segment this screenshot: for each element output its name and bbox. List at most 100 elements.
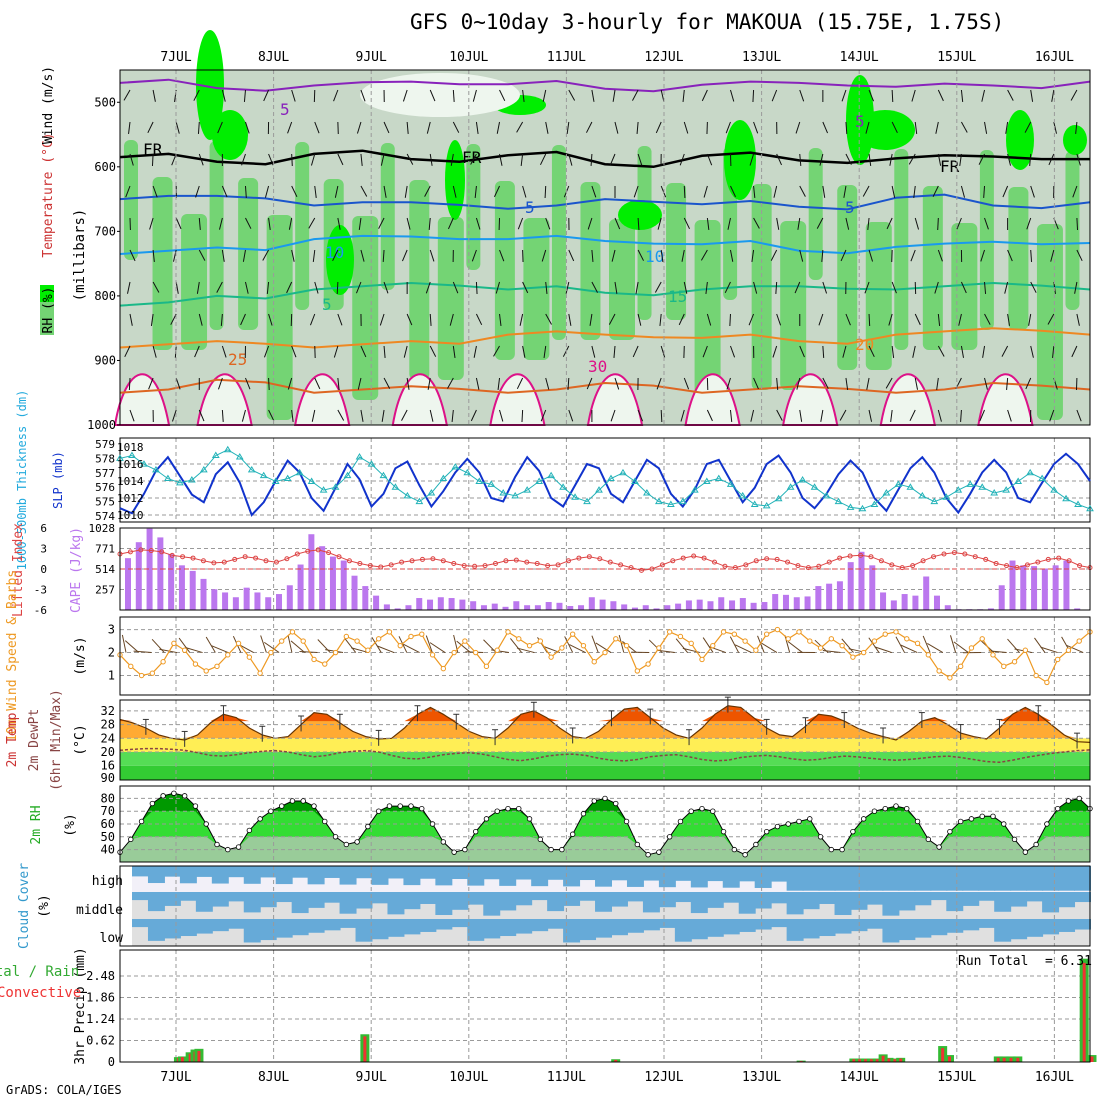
wind-barb: [221, 185, 228, 198]
wind-barb: [218, 377, 223, 390]
rh-saturated: [1006, 110, 1034, 170]
wind10-marker: [354, 638, 360, 644]
thickness-marker: [343, 471, 352, 479]
wind-barb: [499, 89, 506, 102]
lifted-tick: 3: [40, 543, 47, 556]
wind10-marker: [1054, 656, 1061, 663]
wind-barb: [656, 377, 662, 390]
wind-barb: [586, 121, 593, 133]
wind-barb: [632, 89, 639, 101]
wind10-marker: [397, 642, 403, 649]
rh-saturated: [855, 110, 915, 150]
cape-bar: [685, 600, 692, 610]
thickness-marker: [499, 488, 508, 496]
cloud-cell: [658, 919, 676, 928]
day-label-top: 7JUL: [160, 50, 191, 65]
wind-barb: [287, 121, 293, 134]
wind10-marker: [1033, 672, 1039, 679]
rh2m-tick: 80: [101, 791, 115, 805]
wind-barb: [885, 377, 893, 389]
cloud-cell: [531, 892, 549, 901]
rh2m-marker: [666, 834, 673, 840]
wind-barb: [845, 217, 850, 230]
wind-barb: [355, 281, 362, 294]
wind-barb: [427, 377, 431, 390]
lifted-index-marker: [169, 552, 175, 558]
lifted-index-marker: [315, 547, 321, 553]
rh2m-marker: [203, 821, 209, 827]
wind-barb: [401, 249, 408, 262]
rh2m-marker: [483, 816, 490, 822]
wind-barb: [1030, 249, 1033, 263]
rh2m-marker: [569, 831, 576, 837]
wind-barb: [403, 345, 408, 358]
cloud-cell: [611, 866, 628, 881]
wind-barb: [908, 153, 916, 165]
wind10-marker: [332, 649, 339, 656]
wind10-barb: [1034, 637, 1046, 653]
rh2m-marker: [343, 841, 350, 848]
thickness-marker: [858, 504, 867, 512]
cloud-cell: [754, 892, 772, 909]
wind-barb: [611, 249, 616, 262]
wind-barb: [937, 313, 941, 326]
wind-barb: [984, 217, 989, 230]
cloud-cell: [323, 866, 341, 878]
rh2m-marker: [990, 813, 996, 820]
day-label-top: 9JUL: [356, 50, 387, 65]
day-label-top: 13JUL: [742, 50, 781, 65]
wind-barb: [452, 185, 457, 198]
lifted-tick: -6: [34, 604, 47, 617]
thickness-marker: [187, 476, 196, 483]
wind-barb: [125, 185, 131, 198]
lifted-index-marker: [680, 555, 686, 561]
temp-band-16-20: [120, 752, 1090, 766]
wind10-barb: [1040, 646, 1058, 654]
cape-bar: [826, 583, 833, 610]
lifted-index-marker: [753, 558, 759, 564]
wind-barb: [332, 249, 339, 262]
cloud-cell: [978, 892, 996, 901]
wind-barb: [380, 153, 385, 166]
cloud-cell: [850, 866, 868, 891]
day-label-bottom: 13JUL: [742, 1070, 781, 1085]
wind-barb: [776, 377, 779, 390]
wind-barb: [245, 377, 251, 390]
warm-surface-dome: [489, 373, 546, 426]
wind-barb: [799, 345, 805, 358]
wind-barb: [960, 281, 967, 294]
wind-barb: [591, 281, 598, 293]
pressure-tick: 600: [94, 160, 116, 174]
wind10-barb: [900, 644, 918, 654]
rh2m-marker: [472, 828, 479, 835]
cloud-cell: [674, 892, 692, 903]
wind-barb: [751, 249, 755, 262]
warm-surface-dome: [294, 373, 351, 426]
wind-barb: [196, 281, 200, 294]
wind-barb: [982, 345, 986, 358]
wind-barb: [705, 281, 708, 294]
cloud-cell: [898, 866, 916, 891]
cloud-cell: [435, 919, 453, 930]
wind10-marker: [914, 640, 921, 647]
thickness-marker: [666, 500, 675, 507]
wind-barb: [472, 89, 477, 102]
wind10-marker: [634, 668, 641, 674]
wind-barb: [1030, 185, 1035, 198]
cloud-cell: [1042, 892, 1060, 913]
wind10-tick: 3: [108, 623, 115, 637]
wind-barb: [637, 153, 643, 166]
wind-barb: [218, 217, 223, 230]
wind-barb: [683, 185, 686, 199]
cloud-cell: [563, 866, 581, 887]
lifted-index-marker: [868, 554, 874, 560]
wind-barb: [291, 249, 295, 262]
precip-tick: 2.48: [86, 969, 115, 983]
temperature-legend-label: Temperature (°C): [41, 132, 56, 257]
wind-barb: [753, 217, 760, 229]
wind-barb: [1030, 281, 1037, 293]
wind-barb: [429, 249, 435, 262]
cloud-cell: [371, 866, 389, 885]
footer-credit: GrADS: COLA/IGES: [6, 1083, 122, 1097]
cape-bar: [998, 585, 1005, 610]
